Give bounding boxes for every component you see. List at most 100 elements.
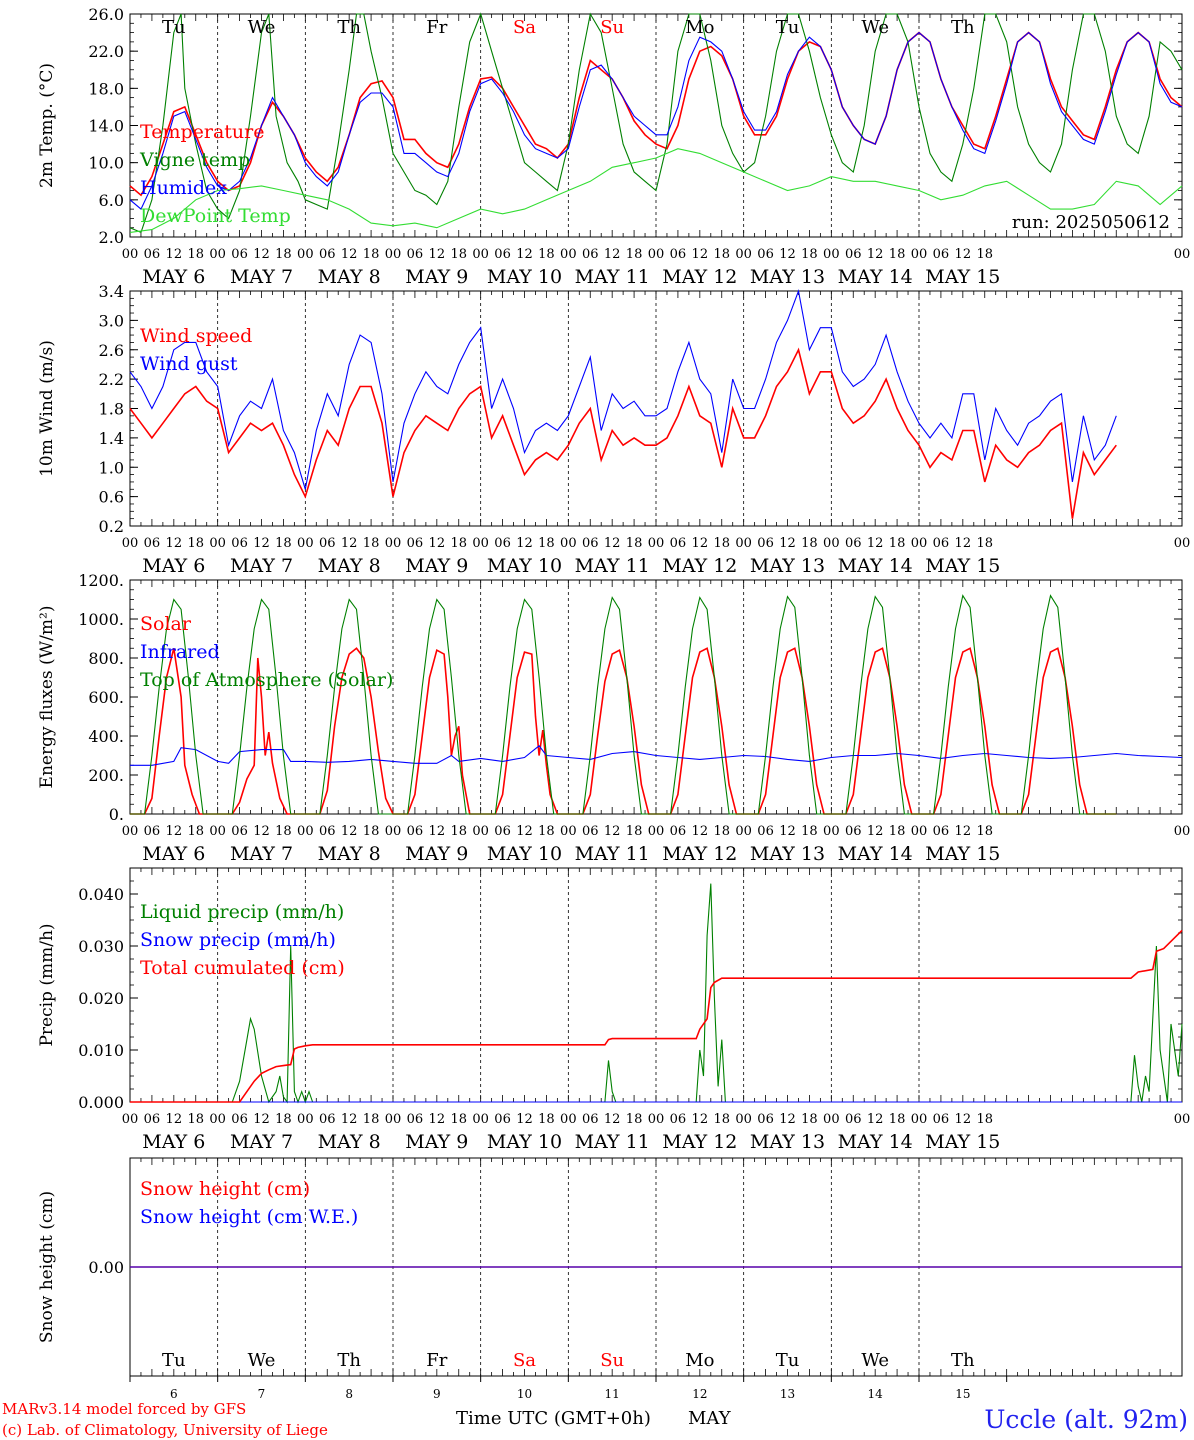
station-label: Uccle (alt. 92m)	[984, 1405, 1188, 1434]
hour-tick-label: 18	[713, 536, 730, 551]
date-label: MAY 7	[230, 843, 293, 865]
hour-tick-label: 06	[494, 536, 511, 551]
run-label: run: 2025050612	[1012, 212, 1170, 233]
hour-tick-label: 18	[275, 536, 292, 551]
hour-tick-label: 12	[692, 824, 709, 839]
hour-tick-label: 12	[516, 824, 533, 839]
y-tick-label: 2.6	[99, 341, 124, 360]
y-tick-label: 22.0	[88, 42, 124, 61]
hour-tick-label: 06	[231, 247, 248, 262]
hour-tick-label: 06	[144, 536, 161, 551]
hour-tick-label: 00	[122, 824, 139, 839]
hour-tick-label: 06	[582, 536, 599, 551]
hour-tick-label: 06	[407, 247, 424, 262]
hour-tick-label: 06	[582, 824, 599, 839]
day-number-label: 9	[433, 1387, 441, 1401]
hour-tick-label: 00	[385, 247, 402, 262]
hour-tick-label: 18	[450, 824, 467, 839]
hour-tick-label: 12	[253, 1112, 270, 1127]
y-tick-label: 18.0	[88, 79, 124, 98]
hour-tick-label: 12	[692, 247, 709, 262]
hour-tick-label: 12	[692, 536, 709, 551]
panel-4: 0.040 0.030 0.020 0.010 0.000 Precip (mm/h) Li…	[37, 867, 1190, 1153]
hour-tick-label: 18	[363, 536, 380, 551]
hour-tick-label: 18	[363, 247, 380, 262]
y-axis-label: 10m Wind (m/s)	[37, 340, 57, 477]
credit-lab: (c) Lab. of Climatology, University of L…	[2, 1421, 328, 1439]
y-tick-label: 2.2	[99, 370, 124, 389]
hour-tick-label: 12	[955, 1112, 972, 1127]
weekday-label: Th	[337, 1350, 361, 1371]
date-label: MAY 11	[575, 266, 650, 288]
weekday-label: Fr	[426, 1350, 447, 1371]
hour-tick-label: 12	[955, 536, 972, 551]
hour-tick-label: 00	[560, 1112, 577, 1127]
date-label: MAY 14	[838, 555, 913, 577]
weekday-label: Tu	[162, 1350, 186, 1371]
hour-tick-label: 06	[845, 247, 862, 262]
hour-tick-label: 06	[231, 824, 248, 839]
weekday-label: We	[861, 1350, 889, 1371]
date-label: MAY 8	[318, 266, 381, 288]
hour-tick-label: 06	[407, 536, 424, 551]
date-label: MAY 13	[750, 1131, 825, 1153]
hour-tick-label: 18	[801, 536, 818, 551]
hour-tick-label: 12	[867, 247, 884, 262]
weekday-label: Sa	[513, 1350, 536, 1371]
legend-entry: Snow precip (mm/h)	[140, 929, 336, 951]
date-label: MAY 14	[838, 266, 913, 288]
date-label: MAY 9	[405, 555, 468, 577]
hour-tick-label: 00	[1174, 824, 1191, 839]
hour-tick-label: 00	[648, 824, 665, 839]
hour-tick-label: 06	[319, 1112, 336, 1127]
hour-tick-label: 00	[1174, 247, 1191, 262]
hour-tick-label: 18	[976, 536, 993, 551]
hour-tick-label: 00	[911, 1112, 928, 1127]
hour-tick-label: 00	[209, 1112, 226, 1127]
hour-tick-label: 18	[626, 1112, 643, 1127]
date-label: MAY 11	[575, 1131, 650, 1153]
date-label: MAY 15	[925, 555, 1000, 577]
hour-tick-label: 06	[144, 824, 161, 839]
hour-tick-label: 00	[823, 536, 840, 551]
hour-tick-label: 18	[889, 247, 906, 262]
y-tick-label: 10.0	[88, 154, 124, 173]
hour-tick-label: 06	[144, 247, 161, 262]
hour-tick-label: 18	[538, 1112, 555, 1127]
date-label: MAY 13	[750, 843, 825, 865]
series-top-of-atmosphere-solar	[130, 594, 1117, 815]
y-tick-label: 1000.	[78, 610, 124, 629]
day-number-label: 14	[868, 1387, 884, 1401]
weekday-label: Th	[337, 17, 361, 38]
y-tick-label: 0.020	[78, 989, 124, 1008]
hour-tick-label: 00	[823, 824, 840, 839]
y-tick-label: 26.0	[88, 5, 124, 24]
hour-tick-label: 00	[472, 824, 489, 839]
hour-tick-label: 18	[187, 1112, 204, 1127]
weekday-label: Su	[600, 1350, 624, 1371]
y-tick-label: 14.0	[88, 117, 124, 136]
y-tick-label: 0.00	[88, 1258, 124, 1277]
hour-tick-label: 18	[626, 247, 643, 262]
hour-tick-label: 00	[911, 824, 928, 839]
credit-model: MARv3.14 model forced by GFS	[2, 1400, 246, 1418]
hour-tick-label: 00	[385, 536, 402, 551]
hour-tick-label: 12	[166, 247, 183, 262]
hour-tick-label: 06	[494, 824, 511, 839]
hour-tick-label: 12	[955, 247, 972, 262]
hour-tick-label: 12	[604, 247, 621, 262]
hour-tick-label: 12	[429, 247, 446, 262]
hour-tick-label: 18	[889, 1112, 906, 1127]
weekday-label: Sa	[513, 17, 536, 38]
hour-tick-label: 12	[253, 824, 270, 839]
hour-tick-label: 12	[516, 247, 533, 262]
panel-2: 3.4 3.0 2.6 2.2 1.8 1.4 1.0 0.6 0.2 10m Wind (m/s…	[37, 282, 1190, 577]
hour-tick-label: 18	[450, 536, 467, 551]
hour-tick-label: 00	[560, 247, 577, 262]
date-label: MAY 8	[318, 843, 381, 865]
hour-tick-label: 00	[472, 1112, 489, 1127]
hour-tick-label: 00	[648, 247, 665, 262]
y-tick-label: 1.4	[99, 429, 124, 448]
date-label: MAY 6	[142, 555, 205, 577]
